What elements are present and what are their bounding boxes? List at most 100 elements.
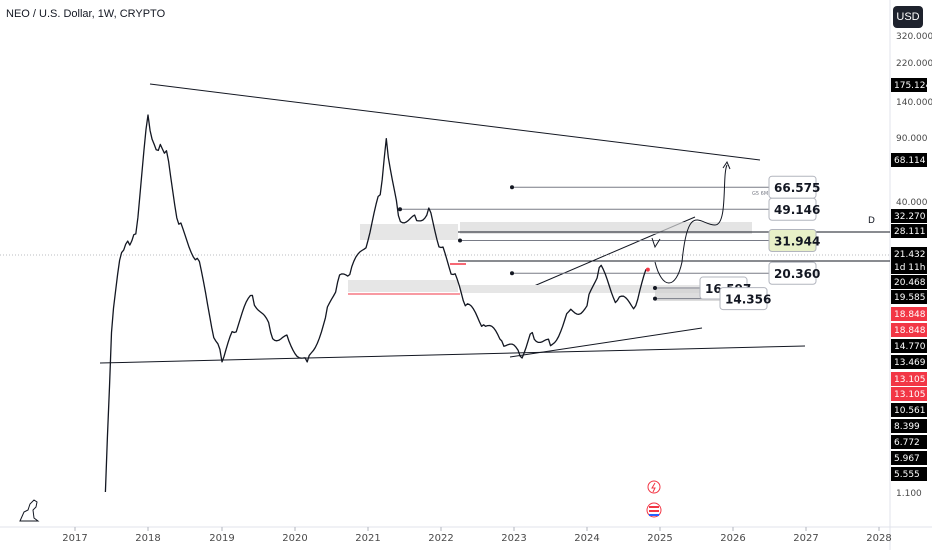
annotation: D — [868, 216, 875, 226]
price-axis: 320.000 220.000 140.000 90.000 40.000 1.100 17… — [891, 32, 932, 499]
highlight-zone — [348, 280, 458, 292]
price-label: 68.114 — [894, 156, 926, 166]
price-label-bg — [891, 247, 927, 261]
x-tick-label: 2028 — [866, 533, 891, 544]
flash-icon — [647, 480, 661, 494]
price-label: 21.432 — [894, 250, 926, 260]
symbol-title: NEO / U.S. Dollar, 1W, CRYPTO — [6, 8, 166, 20]
price-label: 32.270 — [894, 212, 926, 222]
price-label: 20.468 — [894, 278, 926, 288]
level-anchor — [398, 207, 402, 212]
x-tick-label: 2021 — [355, 533, 380, 544]
price-label-bg — [891, 209, 927, 223]
price-label-bg — [891, 387, 927, 401]
price-label-bg — [891, 339, 927, 353]
highlight-zone — [460, 285, 720, 293]
price-label-bg — [891, 451, 927, 465]
rising-support-trendline — [509, 327, 703, 358]
level-anchor — [510, 271, 514, 276]
price-label-bg — [891, 275, 927, 289]
icons — [19, 480, 662, 522]
currency-button[interactable]: USD — [893, 6, 923, 28]
drawings: G5 6M D — [0, 83, 890, 364]
price-label-bg — [891, 224, 927, 238]
level-label: 20.360 — [774, 267, 820, 281]
price-label: 5.555 — [894, 470, 920, 480]
price-label: 1d 11h — [894, 263, 925, 273]
x-tick-label: 2027 — [793, 533, 818, 544]
x-tick-label: 2019 — [209, 533, 234, 544]
price-label: 13.105 — [894, 390, 926, 400]
level-anchor — [653, 286, 657, 291]
upper-resistance-trendline — [149, 83, 761, 161]
y-tick-label: 90.000 — [896, 134, 928, 144]
y-tick-label: 320.000 — [896, 32, 932, 42]
price-label: 5.967 — [894, 454, 920, 464]
dinosaur-icon — [19, 499, 40, 522]
level-anchor — [510, 185, 514, 190]
price-label: 19.585 — [894, 293, 926, 303]
price-line — [104, 114, 648, 493]
x-tick-label: 2024 — [574, 533, 599, 544]
price-label-bg — [891, 153, 927, 167]
price-label-bg — [891, 323, 927, 337]
price-label-bg — [891, 78, 927, 92]
annotation: G5 6M — [752, 191, 768, 197]
price-label-bg — [891, 260, 927, 274]
y-tick-label: 220.000 — [896, 59, 932, 69]
x-tick-label: 2020 — [282, 533, 307, 544]
price-label-bg — [891, 307, 927, 321]
projection-path — [654, 164, 728, 284]
x-tick-label: 2022 — [428, 533, 453, 544]
level-label: 66.575 — [774, 181, 820, 195]
level-label-box — [768, 197, 817, 221]
flag-stripe — [649, 514, 659, 516]
price-label: 13.469 — [894, 358, 926, 368]
highlight-zone — [360, 224, 458, 240]
x-tick-label: 2025 — [647, 533, 672, 544]
level-label-box — [719, 287, 768, 311]
level-anchor — [458, 238, 462, 243]
x-tick-label: 2023 — [501, 533, 526, 544]
price-label-bg — [891, 355, 927, 369]
last-price-dot — [645, 267, 650, 272]
flag-stripe — [649, 506, 659, 508]
price-label-bg — [891, 372, 927, 386]
x-tick-label: 2018 — [135, 533, 160, 544]
price-label: 13.105 — [894, 375, 926, 385]
price-label-bg — [891, 403, 927, 417]
x-tick-label: 2026 — [720, 533, 745, 544]
y-tick-label: 140.000 — [896, 98, 932, 108]
level-label-box — [768, 261, 817, 285]
level-label: 49.146 — [774, 203, 820, 217]
lower-support-trendline — [99, 345, 806, 364]
x-tick-label: 2017 — [62, 533, 87, 544]
price-label: 10.561 — [894, 406, 926, 416]
flag-stripe — [649, 510, 659, 512]
price-label: 6.772 — [894, 438, 920, 448]
price-label: 18.848 — [894, 326, 926, 336]
level-label-box — [768, 229, 817, 253]
projection-arrow — [722, 160, 731, 170]
level-anchor — [653, 296, 657, 301]
y-tick-label: 40.000 — [896, 198, 928, 208]
price-label-bg — [891, 435, 927, 449]
price-label-bg — [891, 290, 927, 304]
price-label: 14.770 — [894, 342, 926, 352]
price-series — [104, 114, 650, 493]
flash-icon-glyph — [651, 482, 656, 493]
price-label: 18.848 — [894, 310, 926, 320]
price-label-bg — [891, 419, 927, 433]
level-label: 31.944 — [774, 235, 820, 249]
down-arrow — [651, 237, 661, 249]
level-label: 14.356 — [725, 293, 771, 307]
time-axis: 2017 2018 2019 2020 2021 2022 2023 2024 2025 2026… — [62, 527, 892, 544]
price-label: 8.399 — [894, 422, 920, 432]
highlight-zone — [460, 222, 752, 234]
price-label: 175.124 — [894, 81, 931, 91]
y-tick-label: 1.100 — [896, 489, 922, 499]
price-label-bg — [891, 467, 927, 481]
